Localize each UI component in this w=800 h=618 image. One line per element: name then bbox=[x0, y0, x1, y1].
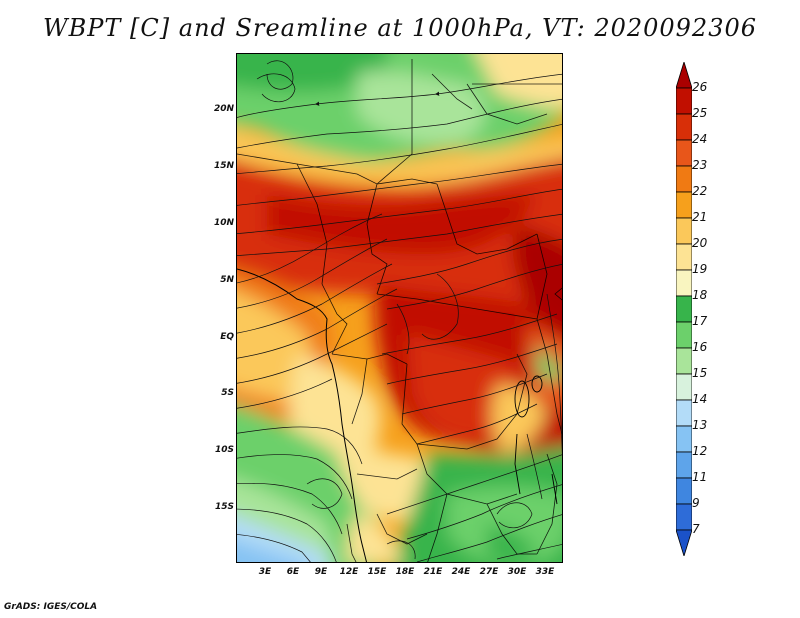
colorbar-swatch bbox=[676, 243, 692, 271]
lon-label-24e: 24E bbox=[451, 567, 471, 577]
colorbar-swatch bbox=[676, 321, 692, 349]
colorbar-swatch bbox=[676, 113, 692, 141]
lon-label-6e: 6E bbox=[286, 567, 300, 577]
map-title: WBPT [C] and Sreamline at 1000hPa, VT: 2… bbox=[42, 14, 758, 42]
lat-label-5s: 5S bbox=[221, 388, 234, 398]
lat-label-15s: 15S bbox=[214, 502, 234, 512]
lon-label-15e: 15E bbox=[367, 567, 387, 577]
grads-credit: GrADS: IGES/COLA bbox=[4, 602, 98, 612]
colorbar-swatch bbox=[676, 477, 692, 505]
colorbar-swatch bbox=[676, 165, 692, 193]
lat-label-5n: 5N bbox=[220, 275, 234, 285]
colorbar-swatch bbox=[676, 373, 692, 401]
colorbar-label: 15 bbox=[692, 366, 708, 380]
colorbar-label: 13 bbox=[692, 418, 708, 432]
lon-label-30e: 30E bbox=[507, 567, 527, 577]
colorbar-swatch bbox=[676, 503, 692, 531]
colorbar bbox=[676, 62, 692, 556]
lon-label-27e: 27E bbox=[479, 567, 499, 577]
coastline bbox=[237, 268, 368, 562]
wbpt-shading bbox=[237, 54, 562, 562]
colorbar-label: 26 bbox=[692, 80, 708, 94]
colorbar-label: 11 bbox=[692, 470, 708, 484]
colorbar-label: 23 bbox=[692, 158, 708, 172]
colorbar-swatch bbox=[676, 87, 692, 115]
colorbar-label: 22 bbox=[692, 184, 708, 198]
colorbar-label: 25 bbox=[692, 106, 708, 120]
map-panel bbox=[236, 53, 563, 563]
colorbar-swatch bbox=[676, 269, 692, 297]
country-borders bbox=[237, 59, 562, 562]
colorbar-label: 19 bbox=[692, 262, 708, 276]
lon-label-9e: 9E bbox=[314, 567, 328, 577]
colorbar-label: 21 bbox=[692, 210, 708, 224]
colorbar-label: 9 bbox=[692, 496, 700, 510]
lon-label-3e: 3E bbox=[258, 567, 272, 577]
lat-label-10n: 10N bbox=[213, 218, 234, 228]
colorbar-swatch bbox=[676, 399, 692, 427]
lat-label-10s: 10S bbox=[214, 445, 234, 455]
lat-label-eq: EQ bbox=[220, 332, 234, 342]
colorbar-swatch bbox=[676, 295, 692, 323]
colorbar-label: 18 bbox=[692, 288, 708, 302]
lon-label-18e: 18E bbox=[395, 567, 415, 577]
lon-label-21e: 21E bbox=[423, 567, 443, 577]
lat-label-20n: 20N bbox=[213, 104, 234, 114]
lakes bbox=[514, 375, 558, 505]
colorbar-swatch bbox=[676, 217, 692, 245]
colorbar-swatch bbox=[676, 451, 692, 479]
colorbar-label: 16 bbox=[692, 340, 708, 354]
colorbar-label: 7 bbox=[692, 522, 700, 536]
colorbar-label: 20 bbox=[692, 236, 708, 250]
streamlines bbox=[237, 60, 562, 562]
lon-label-33e: 33E bbox=[535, 567, 555, 577]
lon-label-12e: 12E bbox=[339, 567, 359, 577]
colorbar-label: 14 bbox=[692, 392, 708, 406]
colorbar-swatch bbox=[676, 191, 692, 219]
colorbar-swatch bbox=[676, 529, 692, 556]
colorbar-label: 12 bbox=[692, 444, 708, 458]
colorbar-swatch bbox=[676, 139, 692, 167]
colorbar-label: 17 bbox=[692, 314, 708, 328]
colorbar-swatch bbox=[676, 347, 692, 375]
wbpt-streamline-map bbox=[237, 54, 562, 562]
colorbar-swatch bbox=[676, 62, 692, 89]
colorbar-label: 24 bbox=[692, 132, 708, 146]
colorbar-swatch bbox=[676, 425, 692, 453]
lat-label-15n: 15N bbox=[213, 161, 234, 171]
